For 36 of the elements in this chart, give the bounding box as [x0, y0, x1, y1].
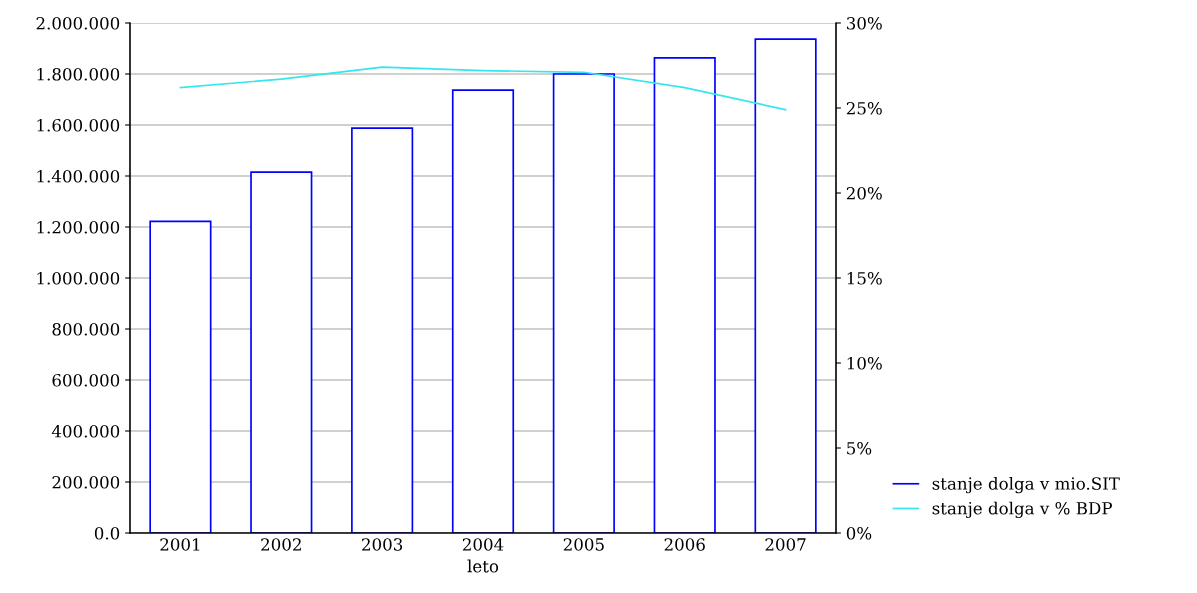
line-series: [179, 66, 787, 111]
y-tick-label: 1.200.000: [37, 220, 120, 234]
bar: [451, 89, 515, 533]
y-tick-label: 0.0: [94, 526, 120, 540]
bar: [149, 220, 212, 533]
bar: [552, 73, 615, 533]
y-tick-label: 1.800.000: [37, 67, 120, 81]
y-tick-label: 600.000: [52, 373, 120, 387]
x-tick-label: 2001: [160, 538, 200, 551]
bar: [754, 38, 817, 533]
y2-tick-label: 30%: [846, 16, 882, 30]
y-tick-label: 1.600.000: [37, 118, 120, 132]
bar: [351, 127, 414, 533]
x-tick-label: 2003: [362, 538, 403, 551]
x-tick-label: 2006: [664, 538, 705, 551]
legend-label: stanje dolga v mio.SIT: [932, 476, 1120, 494]
bar: [250, 171, 313, 533]
y2-tick-label: 10%: [847, 356, 882, 370]
y-tick-label: 400.000: [51, 424, 120, 438]
y2-tick-label: 15%: [847, 271, 882, 285]
y-tick-label: 200.000: [52, 475, 120, 489]
x-tick-label: 2002: [261, 538, 301, 551]
y2-tick-label: 20%: [846, 186, 882, 200]
legend-label: stanje dolga v % BDP: [932, 501, 1112, 518]
y-tick-label: 1.000.000: [37, 271, 120, 285]
y2-tick-label: 0%: [846, 526, 872, 540]
y-tick-label: 1.400.000: [37, 169, 120, 183]
y-tick-label: 2.000.000: [36, 16, 120, 30]
bar: [653, 57, 716, 533]
x-axis-title: leto: [467, 559, 499, 573]
x-tick-label: 2007: [765, 538, 806, 551]
x-tick-label: 2005: [563, 538, 604, 551]
y-tick-label: 800.000: [52, 322, 120, 336]
x-tick-label: 2004: [462, 538, 504, 551]
y2-tick-label: 5%: [847, 441, 872, 455]
y2-tick-label: 25%: [846, 101, 882, 115]
